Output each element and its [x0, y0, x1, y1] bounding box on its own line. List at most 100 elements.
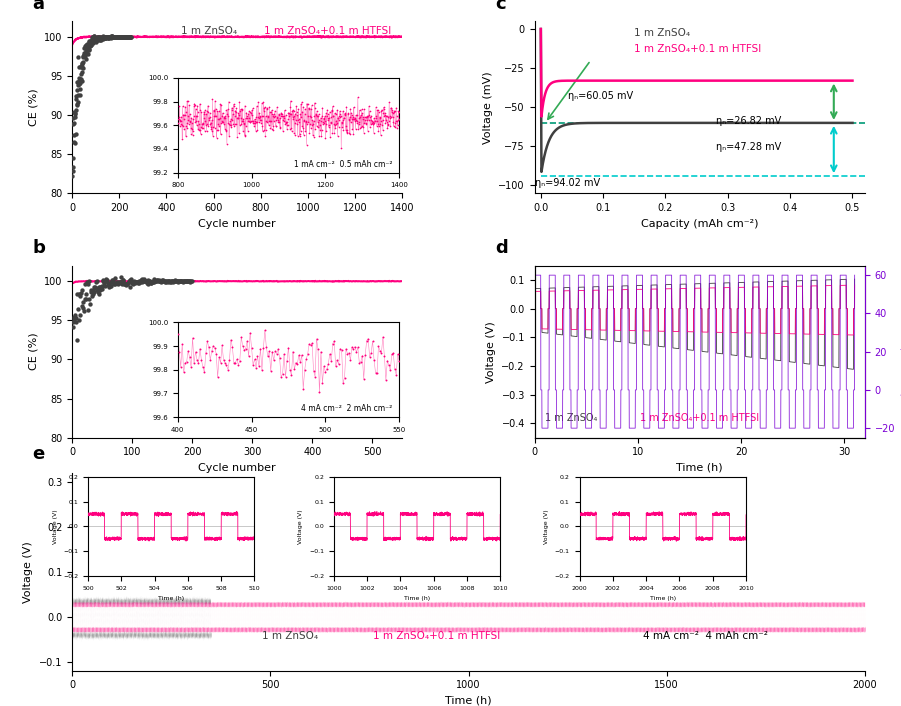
- Point: [80, 38, 95, 49]
- Point: [159, 275, 174, 287]
- Point: [68, 313, 82, 325]
- Point: [109, 277, 123, 288]
- X-axis label: Capacity (mAh cm⁻²): Capacity (mAh cm⁻²): [641, 219, 759, 229]
- Point: [171, 276, 186, 287]
- Point: [105, 31, 119, 42]
- Point: [174, 275, 188, 287]
- Point: [87, 281, 102, 292]
- Point: [105, 31, 119, 42]
- Point: [81, 278, 96, 289]
- Point: [105, 32, 120, 43]
- Point: [103, 31, 117, 42]
- Point: [82, 275, 96, 287]
- Point: [71, 76, 86, 88]
- Point: [76, 63, 90, 74]
- Point: [86, 35, 101, 46]
- Point: [94, 281, 108, 292]
- Point: [127, 275, 141, 287]
- Point: [117, 31, 132, 42]
- Point: [100, 275, 114, 286]
- Point: [141, 274, 156, 285]
- Point: [74, 68, 88, 80]
- Point: [98, 273, 113, 285]
- Point: [95, 283, 109, 294]
- Point: [124, 277, 139, 289]
- Point: [121, 31, 135, 42]
- Point: [70, 84, 85, 95]
- Point: [86, 286, 101, 297]
- Text: 1 m ZnSO₄+0.1 m HTFSI: 1 m ZnSO₄+0.1 m HTFSI: [641, 412, 760, 422]
- Point: [79, 288, 94, 299]
- Text: a: a: [32, 0, 44, 13]
- Point: [82, 37, 96, 48]
- Point: [104, 280, 118, 292]
- Point: [67, 117, 81, 128]
- Point: [78, 53, 93, 64]
- Point: [90, 32, 105, 43]
- Point: [114, 31, 129, 42]
- Point: [76, 302, 90, 313]
- Point: [100, 32, 114, 43]
- Point: [172, 275, 187, 287]
- Point: [121, 31, 135, 42]
- Point: [66, 152, 80, 164]
- Point: [181, 275, 196, 287]
- Point: [178, 276, 193, 287]
- Point: [77, 42, 92, 54]
- Point: [120, 278, 134, 289]
- Point: [85, 33, 99, 44]
- Point: [116, 275, 131, 286]
- Point: [111, 31, 125, 42]
- Point: [80, 277, 95, 288]
- Point: [89, 35, 104, 46]
- Point: [67, 129, 81, 140]
- Point: [113, 31, 127, 42]
- Point: [116, 31, 131, 42]
- Point: [77, 40, 92, 52]
- Point: [152, 276, 167, 287]
- Text: 1 m ZnSO₄+0.1 m HTFSI: 1 m ZnSO₄+0.1 m HTFSI: [264, 26, 391, 36]
- Point: [123, 274, 138, 285]
- Point: [76, 52, 90, 63]
- Point: [85, 35, 99, 46]
- Point: [153, 275, 168, 287]
- Text: b: b: [32, 239, 45, 257]
- Point: [116, 31, 131, 42]
- Point: [75, 66, 89, 78]
- Point: [88, 282, 103, 294]
- Point: [168, 275, 183, 287]
- Point: [67, 311, 81, 323]
- Point: [118, 278, 132, 289]
- Point: [121, 31, 135, 42]
- Point: [69, 335, 84, 346]
- Point: [87, 32, 102, 44]
- Point: [97, 276, 112, 287]
- Point: [103, 32, 117, 43]
- Point: [92, 33, 106, 44]
- Point: [68, 107, 82, 118]
- Point: [105, 31, 119, 42]
- Point: [73, 73, 87, 84]
- Point: [93, 285, 107, 296]
- Point: [118, 31, 132, 42]
- Point: [68, 90, 83, 102]
- Point: [114, 31, 128, 42]
- Point: [123, 31, 138, 42]
- Point: [75, 300, 89, 311]
- Point: [108, 31, 123, 42]
- Point: [109, 277, 123, 289]
- Point: [176, 275, 190, 287]
- Point: [81, 49, 96, 60]
- Point: [83, 40, 97, 51]
- Point: [169, 275, 184, 287]
- Point: [91, 33, 105, 44]
- Point: [78, 279, 93, 290]
- Point: [82, 36, 96, 47]
- Point: [102, 32, 116, 43]
- Point: [147, 276, 161, 287]
- Text: 1 m ZnSO₄: 1 m ZnSO₄: [633, 28, 690, 38]
- Point: [113, 276, 127, 287]
- Point: [108, 31, 123, 42]
- Point: [105, 274, 120, 285]
- Point: [107, 31, 122, 42]
